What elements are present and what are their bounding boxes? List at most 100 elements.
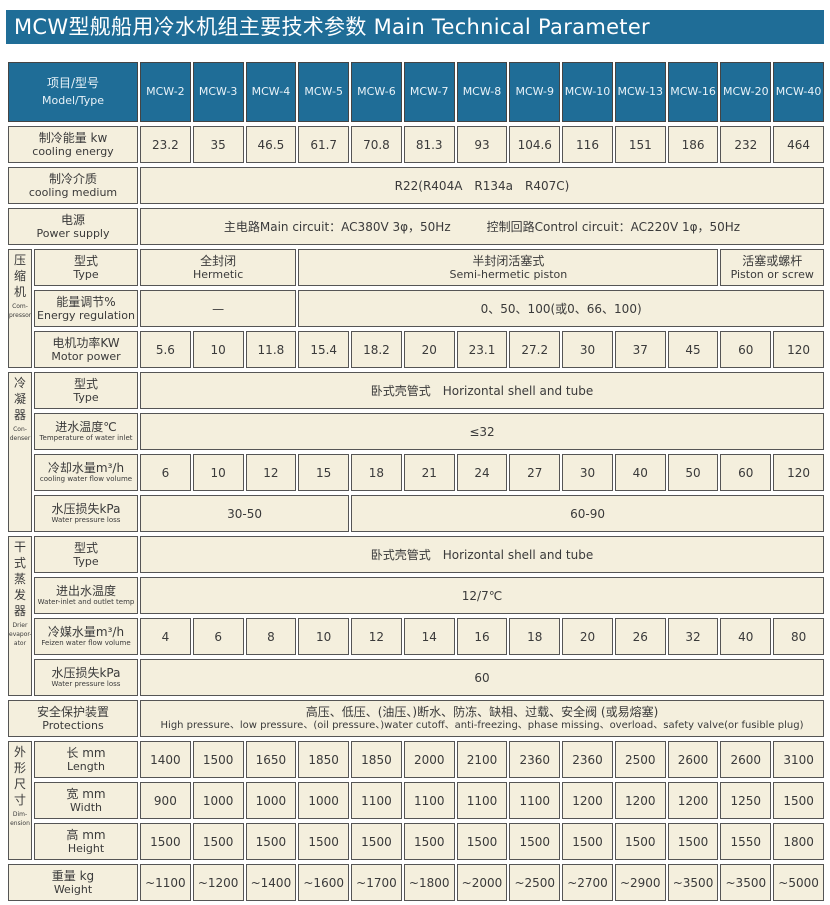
label-cn: 电机功率KW <box>52 335 120 350</box>
value-cell: ~1600 <box>298 864 350 901</box>
model-header-mcw-9: MCW-9 <box>509 62 561 122</box>
value-cell: 27 <box>509 454 561 491</box>
label-cn: 进水温度℃ <box>55 420 117 434</box>
row-width: 宽 mm Width 900 1000 1000 1000 1100 1100 1100 1100… <box>8 782 824 819</box>
model-header-mcw-6: MCW-6 <box>351 62 402 122</box>
value-cell: 1000 <box>192 782 244 819</box>
value-cell: 50 <box>667 454 719 491</box>
row-water-inlet-outlet-temp: 进出水温度 Water-inlet and outlet temp 12/7℃ <box>8 577 824 614</box>
value-cell: 15.4 <box>298 331 350 368</box>
value-cell: 1550 <box>720 823 772 860</box>
label-en: cooling water flow volume <box>39 475 133 483</box>
value-cell: 12 <box>245 454 297 491</box>
value-cell: 20 <box>403 331 455 368</box>
value-cell: 2500 <box>614 741 666 778</box>
value-cell: 12 <box>351 618 402 655</box>
label-cn: 安全保护装置 <box>36 704 109 719</box>
label-cn: 宽 mm <box>66 786 106 801</box>
row-label-condenser-pressure-loss: 水压损失kPa Water pressure loss <box>34 495 138 532</box>
row-energy-regulation: 能量调节% Energy regulation —0、50、100(或0、66、10… <box>8 290 824 327</box>
group-label-en: Drier evapor-ator <box>9 622 32 647</box>
page-title: MCW型舰船用冷水机组主要技术参数 Main Technical Paramet… <box>6 10 824 44</box>
value-cell: 1650 <box>245 741 297 778</box>
value-cell: 1200 <box>667 782 719 819</box>
value-cell: 1100 <box>509 782 561 819</box>
group-char: 器 <box>13 604 26 618</box>
row-label-frozen-water-flow: 冷媒水量m³/h Feizen water flow volume <box>34 618 138 655</box>
value-cell: 1500 <box>509 823 561 860</box>
value-cell: 1500 <box>773 782 824 819</box>
value-cell: 40 <box>614 454 666 491</box>
technical-parameter-table: 项目/型号 Model/Type MCW-2 MCW-3 MCW-4 MCW-5 MCW… <box>6 58 826 905</box>
group-dimension: 外形尺寸 Dim-ension <box>8 741 32 860</box>
value-cell: 1500 <box>192 741 244 778</box>
value-cell: 1100 <box>456 782 508 819</box>
value-cell: 0、50、100(或0、66、100) <box>298 290 824 327</box>
group-char: 缩 <box>13 269 26 283</box>
row-label-evaporator-type: 型式 Type <box>34 536 138 573</box>
label-en: Width <box>70 800 102 814</box>
row-compressor-type: 压缩机 Com-pressor 型式 Type 全封闭 Hermetic 半封闭活塞式 Sem… <box>8 249 824 368</box>
value-cell: 60-90 <box>351 495 824 532</box>
value-cell: 卧式壳管式 Horizontal shell and tube <box>140 536 824 573</box>
label-cn: 冷媒水量m³/h <box>47 625 125 639</box>
value-cell: 104.6 <box>509 126 561 163</box>
value-cell: 6 <box>192 618 244 655</box>
value-cell: 21 <box>403 454 455 491</box>
value-cell: R22(R404A R134a R407C) <box>140 167 824 204</box>
row-label-width: 宽 mm Width <box>34 782 138 819</box>
label-en: Feizen water flow volume <box>41 639 131 647</box>
value-cell: 15 <box>298 454 350 491</box>
value-cell: 1500 <box>192 823 244 860</box>
value-cell: 900 <box>140 782 191 819</box>
label-cn: 水压损失kPa <box>51 502 121 516</box>
value-cell: 35 <box>192 126 244 163</box>
value-cell: 18.2 <box>351 331 402 368</box>
label-en: Type <box>73 267 99 281</box>
value-cell: 60 <box>720 331 772 368</box>
value-cell: 120 <box>773 454 824 491</box>
value-cell: 1100 <box>351 782 402 819</box>
value-cell: 1400 <box>140 741 191 778</box>
value-cell: 93 <box>456 126 508 163</box>
model-header-mcw-40: MCW-40 <box>773 62 824 122</box>
value-cell: 1500 <box>298 823 350 860</box>
row-cooling-medium: 制冷介质 cooling medium R22(R404A R134a R407C) <box>8 167 824 204</box>
label-cn: 水压损失kPa <box>51 666 121 680</box>
value-cell: 60 <box>720 454 772 491</box>
row-label-height: 高 mm Height <box>34 823 138 860</box>
row-evaporator-type: 干式蒸发器 Drier evapor-ator 型式 Type 卧式壳管式 Horizo… <box>8 536 824 696</box>
model-header-mcw-20: MCW-20 <box>720 62 772 122</box>
row-length: 外形尺寸 Dim-ension 长 mm Length 1400 1500 1650 1850… <box>8 741 824 860</box>
label-cn: 制冷能量 kw <box>38 130 108 145</box>
value-cell: 5.6 <box>140 331 191 368</box>
value-cell: ~3500 <box>720 864 772 901</box>
label-cn: 型式 <box>73 540 98 555</box>
value-cell: 37 <box>614 331 666 368</box>
label-en: Type <box>73 554 99 568</box>
value-cell: 1100 <box>403 782 455 819</box>
label-en: Height <box>67 841 105 855</box>
label-en: Temperature of water inlet <box>39 434 133 442</box>
value-cn: 高压、低压、(油压、)断水、防冻、缺相、过载、安全阀 (或易熔塞) <box>305 704 659 719</box>
label-en: Energy regulation <box>37 308 135 322</box>
value-cell: 1850 <box>298 741 350 778</box>
value-cell: 10 <box>192 331 244 368</box>
value-cn: 活塞或螺杆 <box>742 253 803 268</box>
group-label-en: Com-pressor <box>9 303 32 319</box>
value-cell: 151 <box>614 126 666 163</box>
model-header-mcw-4: MCW-4 <box>245 62 297 122</box>
row-label-motor-power: 电机功率KW Motor power <box>34 331 138 368</box>
model-type-label-en: Model/Type <box>42 94 104 107</box>
value-cell: 1500 <box>245 823 297 860</box>
group-char: 蒸 <box>13 572 26 586</box>
group-compressor: 压缩机 Com-pressor <box>8 249 32 368</box>
label-en: Water-inlet and outlet temp <box>37 598 135 606</box>
label-cn: 制冷介质 <box>48 171 97 186</box>
value-cell: ~2700 <box>562 864 613 901</box>
row-water-inlet-temp: 进水温度℃ Temperature of water inlet ≤32 <box>8 413 824 450</box>
value-cell: 1500 <box>140 823 191 860</box>
row-weight: 重量 kg Weight ~1100 ~1200 ~1400 ~1600 ~1700 ~180… <box>8 864 824 901</box>
value-cell: 70.8 <box>351 126 402 163</box>
value-cell: 1500 <box>614 823 666 860</box>
